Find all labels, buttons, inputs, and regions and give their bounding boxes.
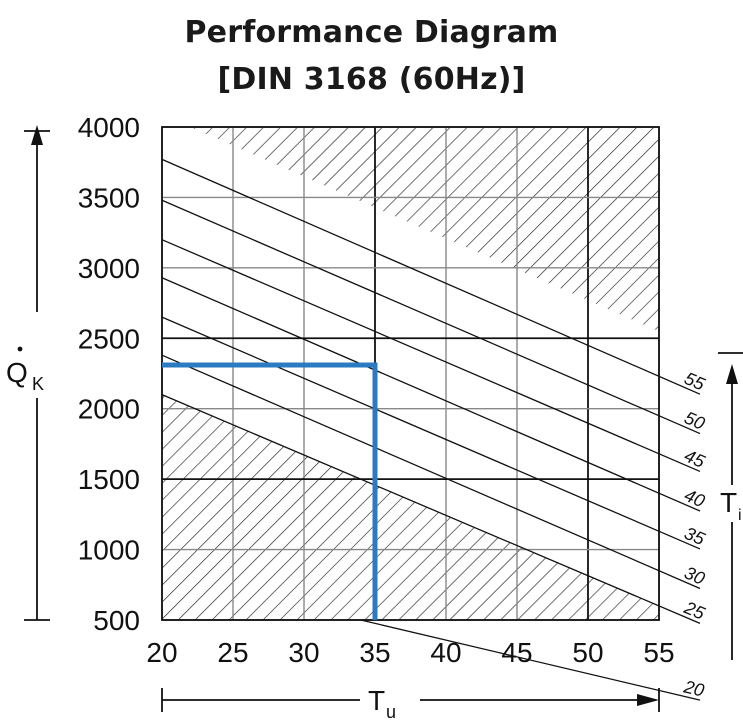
- series-label-25: 25: [681, 597, 709, 624]
- right-axis-label: T: [720, 487, 737, 518]
- y-tick-label: 500: [93, 605, 140, 636]
- x-tick-label: 40: [430, 637, 461, 668]
- y-tick-label: 4000: [78, 112, 140, 143]
- y-tick-label: 1000: [78, 535, 140, 566]
- y-axis-label: Q: [6, 357, 28, 388]
- x-tick-label: 20: [146, 637, 177, 668]
- series-label-50: 50: [681, 407, 707, 433]
- chart-title: Performance Diagram [DIN 3168 (60Hz)]: [0, 10, 743, 110]
- series-line-35: [161, 316, 701, 550]
- series-label-30: 30: [681, 562, 707, 588]
- series-line-55: [161, 158, 701, 395]
- x-tick-label: 35: [359, 637, 390, 668]
- y-tick-label: 2000: [78, 394, 140, 425]
- y-tick-label: 1500: [78, 464, 140, 495]
- chart-title-line-2: [DIN 3168 (60Hz)]: [217, 62, 526, 97]
- x-axis-arrowhead: [637, 694, 659, 706]
- x-tick-label: 50: [572, 637, 603, 668]
- y-axis-arrowhead: [31, 125, 43, 145]
- x-axis-label-sub: u: [386, 702, 396, 722]
- y-tick-label: 3500: [78, 182, 140, 213]
- hatched-region-lower: [162, 394, 659, 620]
- right-axis-label-sub: i: [738, 507, 742, 524]
- y-tick-label: 2500: [78, 323, 140, 354]
- series-line-30: [161, 354, 701, 590]
- y-axis-label-dot: [17, 346, 23, 352]
- series-line-45: [161, 239, 701, 473]
- series-label-20: 20: [681, 676, 706, 700]
- series-line-25: [161, 394, 701, 624]
- y-axis-label-sub: K: [32, 374, 44, 394]
- right-axis-arrowhead: [726, 364, 738, 384]
- chart-title-line-1: Performance Diagram: [184, 15, 559, 50]
- highlight-path: [162, 362, 378, 620]
- series-label-40: 40: [681, 485, 707, 511]
- x-tick-label: 45: [501, 637, 532, 668]
- series-line-20: [360, 619, 701, 701]
- series-line-50: [161, 199, 701, 435]
- hatched-region-upper: [162, 127, 659, 332]
- series-label-45: 45: [681, 445, 708, 472]
- x-axis-label: T: [368, 685, 385, 716]
- x-tick-label: 30: [288, 637, 319, 668]
- series-label-55: 55: [681, 368, 708, 395]
- y-tick-label: 3000: [78, 253, 140, 284]
- x-tick-label: 55: [643, 637, 674, 668]
- x-tick-label: 25: [217, 637, 248, 668]
- series-line-40: [161, 277, 701, 512]
- series-label-35: 35: [681, 523, 708, 550]
- plot-frame: [161, 126, 660, 621]
